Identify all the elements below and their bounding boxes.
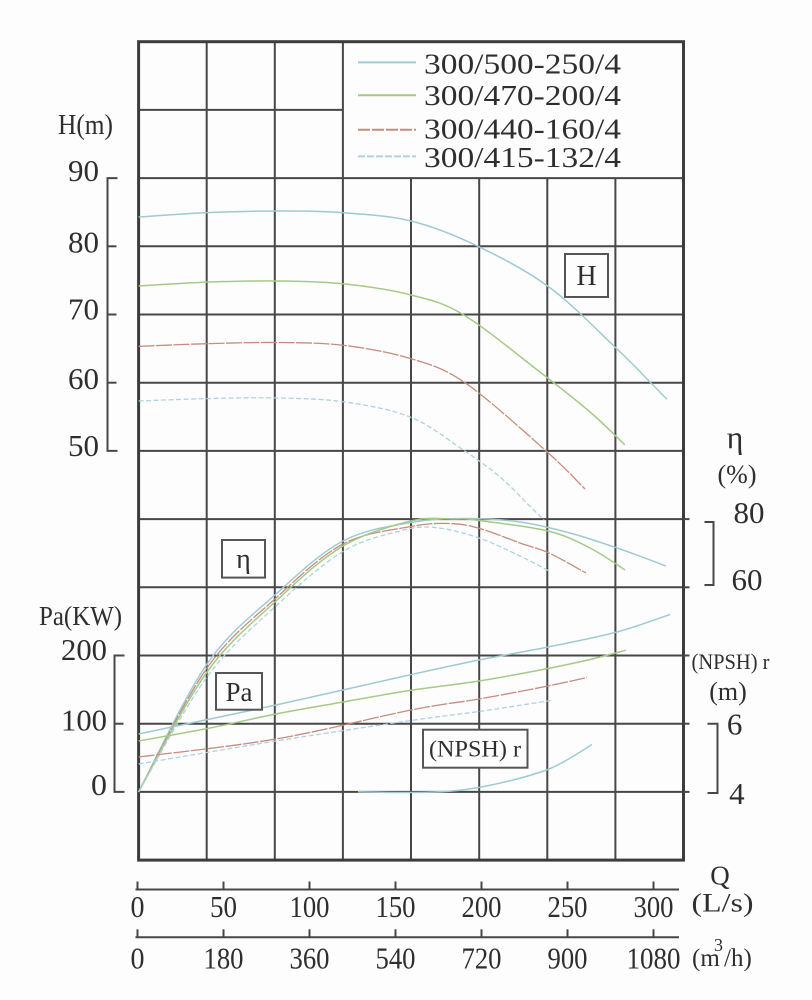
svg-text:80: 80	[734, 495, 765, 530]
svg-text:4: 4	[729, 776, 745, 811]
svg-text:1080: 1080	[627, 941, 681, 976]
svg-text:80: 80	[68, 224, 99, 259]
svg-text:(m): (m)	[709, 677, 747, 706]
svg-text:Pa(KW): Pa(KW)	[39, 601, 122, 631]
svg-text:0: 0	[91, 767, 107, 802]
svg-text:/h): /h)	[724, 945, 752, 972]
svg-text:70: 70	[68, 292, 99, 327]
svg-text:Q: Q	[710, 861, 730, 891]
svg-text:50: 50	[68, 428, 99, 463]
svg-text:100: 100	[61, 702, 107, 737]
svg-text:300/470-200/4: 300/470-200/4	[424, 81, 621, 112]
svg-text:150: 150	[376, 889, 416, 924]
svg-text:H(m): H(m)	[58, 110, 113, 141]
svg-text:(%): (%)	[718, 460, 757, 489]
svg-text:300/415-132/4: 300/415-132/4	[424, 143, 621, 174]
svg-text:300: 300	[634, 889, 674, 924]
svg-text:(NPSH) r: (NPSH) r	[429, 737, 521, 762]
svg-text:540: 540	[376, 941, 416, 976]
svg-text:0: 0	[131, 941, 145, 976]
svg-text:180: 180	[204, 941, 244, 976]
svg-text:200: 200	[462, 889, 502, 924]
svg-text:Pa: Pa	[226, 677, 253, 707]
svg-text:360: 360	[290, 941, 330, 976]
svg-text:300/500-250/4: 300/500-250/4	[424, 49, 621, 80]
svg-text:720: 720	[462, 941, 502, 976]
svg-text:100: 100	[290, 889, 330, 924]
svg-text:(NPSH) r: (NPSH) r	[692, 649, 771, 674]
svg-text:3: 3	[714, 935, 723, 955]
svg-text:60: 60	[732, 562, 763, 597]
svg-text:η: η	[727, 419, 744, 455]
svg-text:H: H	[576, 261, 596, 292]
svg-text:90: 90	[68, 153, 99, 188]
svg-text:50: 50	[210, 889, 237, 924]
svg-text:(m: (m	[692, 945, 720, 972]
svg-text:η: η	[236, 544, 251, 575]
svg-text:(L/s): (L/s)	[692, 889, 754, 918]
svg-text:900: 900	[548, 941, 588, 976]
svg-text:60: 60	[68, 361, 99, 396]
svg-text:250: 250	[548, 889, 588, 924]
svg-text:300/440-160/4: 300/440-160/4	[424, 114, 621, 145]
svg-text:6: 6	[727, 706, 743, 741]
svg-text:0: 0	[131, 889, 145, 924]
svg-text:200: 200	[61, 632, 107, 667]
